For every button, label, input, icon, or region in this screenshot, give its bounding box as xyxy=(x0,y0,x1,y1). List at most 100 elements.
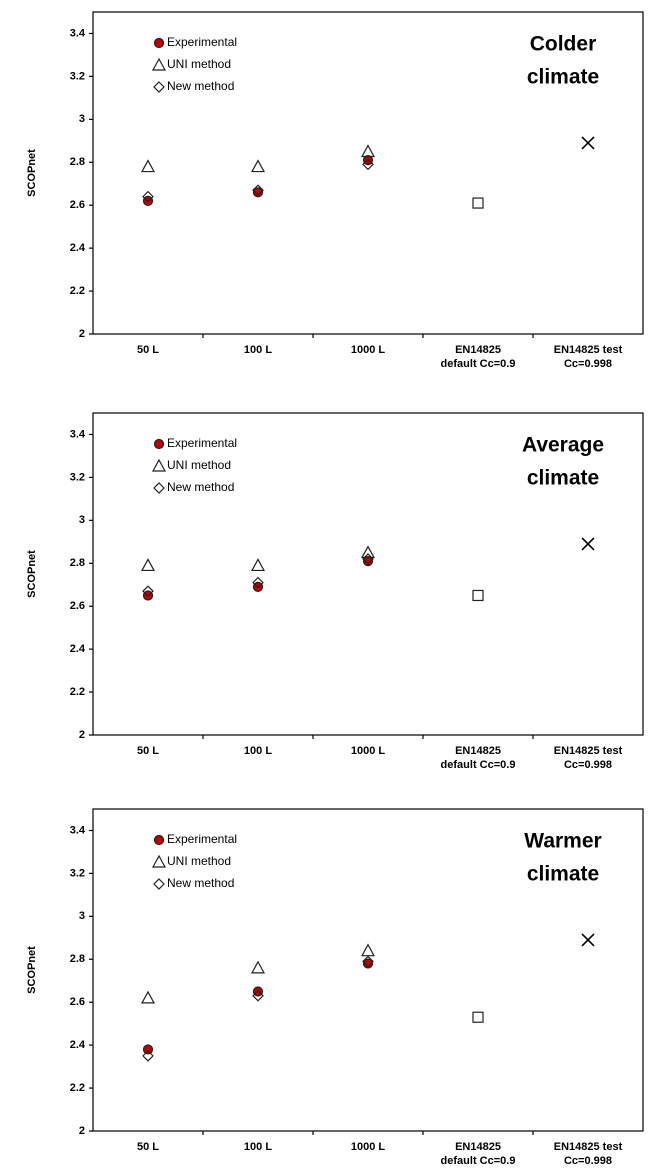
plot-frame xyxy=(92,808,644,1132)
marker-diamond xyxy=(153,81,165,93)
y-tick-label: 3.4 xyxy=(70,824,86,836)
y-tick-label: 2.8 xyxy=(70,953,85,965)
x-tick-label: 100 L xyxy=(244,344,272,356)
x-tick-label: 100 L xyxy=(244,745,272,757)
annotation: Average xyxy=(522,434,604,457)
marker-triangle xyxy=(360,545,376,559)
y-axis-label: SCOPnet xyxy=(26,149,38,197)
marker-diamond xyxy=(252,576,264,589)
x-tick-label: Cc=0.998 xyxy=(564,1155,612,1167)
marker-diamond xyxy=(362,158,374,171)
y-tick-label: 3 xyxy=(79,113,85,125)
y-tick-label: 2.2 xyxy=(70,285,85,297)
marker-triangle xyxy=(250,558,266,572)
y-axis-label: SCOPnet xyxy=(26,550,38,598)
y-tick-label: 2.4 xyxy=(70,643,86,655)
marker-x xyxy=(581,136,595,150)
marker-diamond xyxy=(142,1050,154,1062)
legend-label: Experimental xyxy=(167,436,237,450)
marker-circle xyxy=(362,556,374,567)
marker-diamond xyxy=(252,184,264,197)
y-axis-label: SCOPnet xyxy=(26,946,38,994)
y-tick-label: 3 xyxy=(79,910,85,922)
marker-triangle xyxy=(151,458,167,472)
marker-triangle xyxy=(140,558,156,572)
annotation: climate xyxy=(527,66,599,89)
chart-panel: SCOPnet 2 2.2 2.4 2.6 2.8 3 3.2 3.4 50 L 100 L 1000… xyxy=(26,808,644,1167)
marker-diamond xyxy=(153,878,165,890)
x-tick-label: Cc=0.998 xyxy=(564,358,612,370)
y-tick-label: 2.2 xyxy=(70,1082,85,1094)
y-tick-label: 2.8 xyxy=(70,156,85,168)
chart-panel: SCOPnet 2 2.2 2.4 2.6 2.8 3 3.2 3.4 50 L 100 L 1000… xyxy=(26,11,644,370)
x-tick-label: EN14825 test xyxy=(554,344,623,356)
legend-label: Experimental xyxy=(167,35,237,49)
legend-label: New method xyxy=(167,79,234,93)
marker-diamond xyxy=(142,585,154,598)
marker-square xyxy=(472,589,484,602)
annotation: Colder xyxy=(530,33,597,56)
y-tick-label: 2 xyxy=(79,729,85,741)
legend-label: UNI method xyxy=(167,57,231,71)
y-tick-label: 2.4 xyxy=(70,1039,86,1051)
marker-triangle xyxy=(140,990,156,1004)
marker-x xyxy=(581,933,595,947)
y-tick-label: 2.8 xyxy=(70,557,85,569)
y-tick-label: 2.6 xyxy=(70,199,85,211)
marker-circle xyxy=(153,438,165,450)
y-tick-label: 2 xyxy=(79,1125,85,1137)
x-tick-label: EN14825 xyxy=(455,344,501,356)
y-tick-label: 3 xyxy=(79,514,85,526)
legend-label: New method xyxy=(167,876,234,890)
x-tick-label: 1000 L xyxy=(351,745,386,757)
marker-circle xyxy=(153,37,165,49)
y-tick-label: 2 xyxy=(79,328,85,340)
x-tick-label: EN14825 xyxy=(455,745,501,757)
x-tick-label: 100 L xyxy=(244,1141,272,1153)
marker-diamond xyxy=(153,482,165,494)
y-tick-label: 3.2 xyxy=(70,867,85,879)
marker-triangle xyxy=(250,960,266,974)
x-tick-label: 50 L xyxy=(137,344,159,356)
x-tick-label: EN14825 test xyxy=(554,745,623,757)
marker-circle xyxy=(252,187,264,198)
x-tick-label: 1000 L xyxy=(351,344,386,356)
marker-square xyxy=(472,1011,484,1023)
marker-diamond xyxy=(142,190,154,203)
marker-x xyxy=(581,537,595,551)
y-tick-label: 2.4 xyxy=(70,242,86,254)
x-tick-label: Cc=0.998 xyxy=(564,759,612,771)
x-tick-label: EN14825 test xyxy=(554,1141,623,1153)
legend-label: Experimental xyxy=(167,832,237,846)
plot-frame xyxy=(92,412,644,736)
annotation: climate xyxy=(527,863,599,886)
marker-circle xyxy=(362,958,374,969)
marker-circle xyxy=(153,834,165,846)
marker-triangle xyxy=(151,854,167,868)
plot-frame xyxy=(92,11,644,335)
marker-triangle xyxy=(140,159,156,173)
x-tick-label: EN14825 xyxy=(455,1141,501,1153)
x-tick-label: default Cc=0.9 xyxy=(441,358,516,370)
marker-diamond xyxy=(362,955,374,968)
y-tick-label: 3.2 xyxy=(70,70,85,82)
x-tick-label: 1000 L xyxy=(351,1141,386,1153)
x-tick-label: 50 L xyxy=(137,1141,159,1153)
marker-diamond xyxy=(362,553,374,565)
marker-square xyxy=(472,197,484,209)
x-tick-label: 50 L xyxy=(137,745,159,757)
marker-triangle xyxy=(250,159,266,173)
marker-triangle xyxy=(151,57,167,71)
y-tick-label: 2.6 xyxy=(70,996,85,1008)
y-tick-label: 2.2 xyxy=(70,686,85,698)
y-tick-label: 2.6 xyxy=(70,600,85,612)
legend-label: UNI method xyxy=(167,854,231,868)
marker-circle xyxy=(142,1044,154,1055)
legend-label: UNI method xyxy=(167,458,231,472)
x-tick-label: default Cc=0.9 xyxy=(441,759,516,771)
y-tick-label: 3.4 xyxy=(70,428,86,440)
y-tick-label: 3.2 xyxy=(70,471,85,483)
x-tick-label: default Cc=0.9 xyxy=(441,1155,516,1167)
annotation: climate xyxy=(527,467,599,490)
